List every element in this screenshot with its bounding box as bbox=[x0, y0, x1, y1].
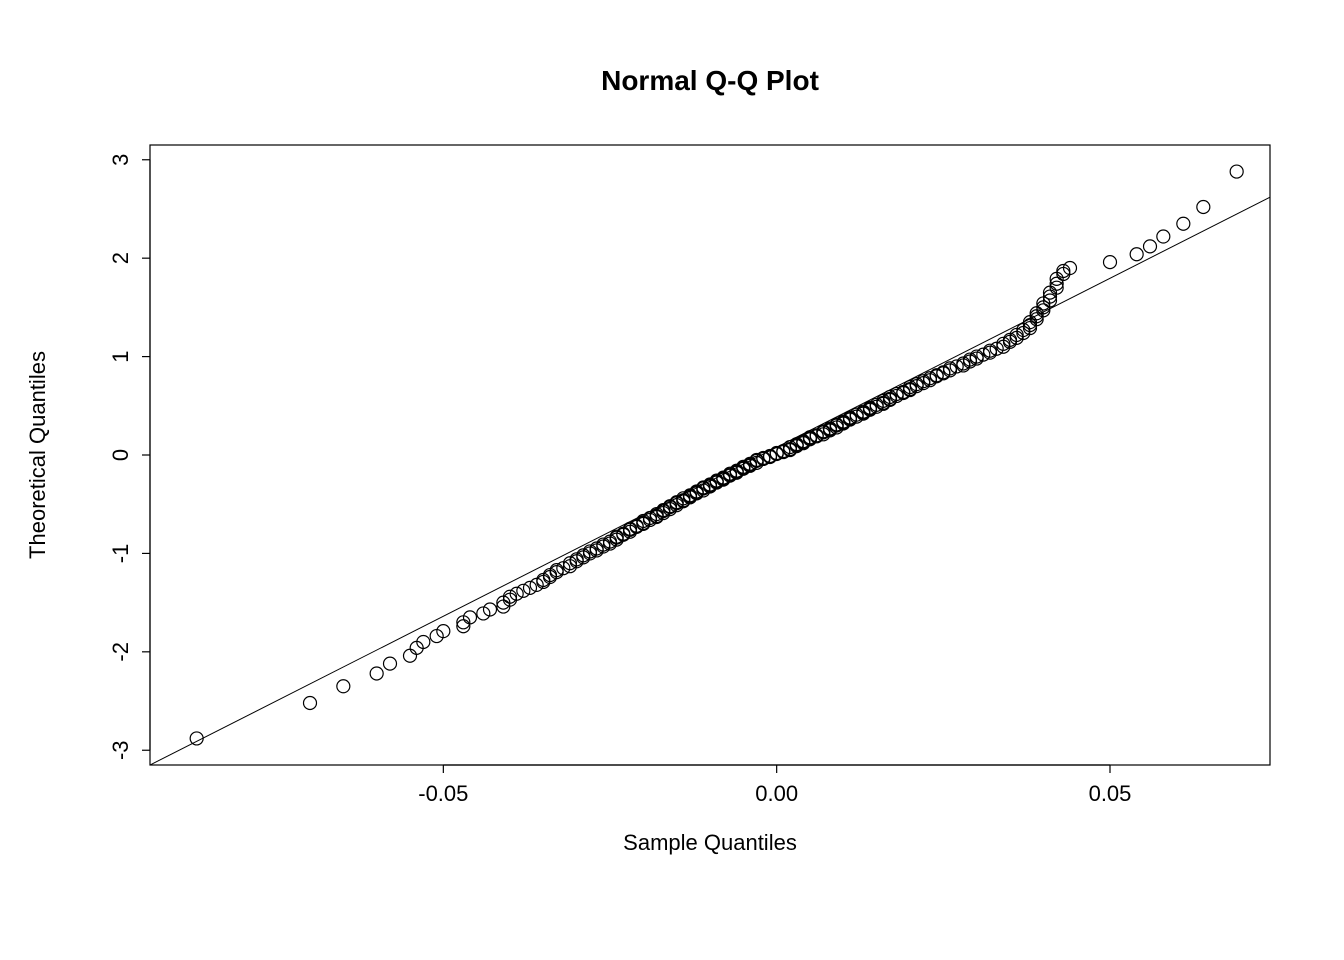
y-tick-label: 3 bbox=[108, 154, 133, 166]
qq-point bbox=[1197, 201, 1210, 214]
x-axis-label: Sample Quantiles bbox=[623, 830, 797, 855]
y-tick-label: 1 bbox=[108, 350, 133, 362]
qq-point bbox=[1130, 248, 1143, 261]
y-tick-label: -1 bbox=[108, 544, 133, 564]
x-tick-label: 0.00 bbox=[755, 781, 798, 806]
qq-point bbox=[1157, 230, 1170, 243]
y-tick-label: 0 bbox=[108, 449, 133, 461]
qq-point bbox=[304, 697, 317, 710]
qq-point bbox=[337, 680, 350, 693]
qq-point bbox=[384, 657, 397, 670]
qq-point bbox=[370, 667, 383, 680]
qq-point bbox=[1230, 165, 1243, 178]
x-tick-label: -0.05 bbox=[418, 781, 468, 806]
y-tick-label: -2 bbox=[108, 642, 133, 662]
y-tick-label: 2 bbox=[108, 252, 133, 264]
plot-frame bbox=[150, 145, 1270, 765]
qq-point bbox=[404, 649, 417, 662]
chart-title: Normal Q-Q Plot bbox=[601, 65, 819, 96]
qq-point bbox=[1104, 256, 1117, 269]
qq-plot-chart: Normal Q-Q Plot -0.05 0.00 0.05 -3 -2 -1 0 1 2 3 Sa… bbox=[0, 0, 1344, 960]
chart-svg: Normal Q-Q Plot -0.05 0.00 0.05 -3 -2 -1 0 1 2 3 Sa… bbox=[0, 0, 1344, 960]
y-axis-label: Theoretical Quantiles bbox=[25, 351, 50, 559]
x-tick-label: 0.05 bbox=[1089, 781, 1132, 806]
qq-point bbox=[1144, 240, 1157, 253]
qq-point bbox=[1177, 217, 1190, 230]
plot-area bbox=[150, 165, 1270, 765]
qq-point bbox=[190, 732, 203, 745]
y-tick-label: -3 bbox=[108, 740, 133, 760]
